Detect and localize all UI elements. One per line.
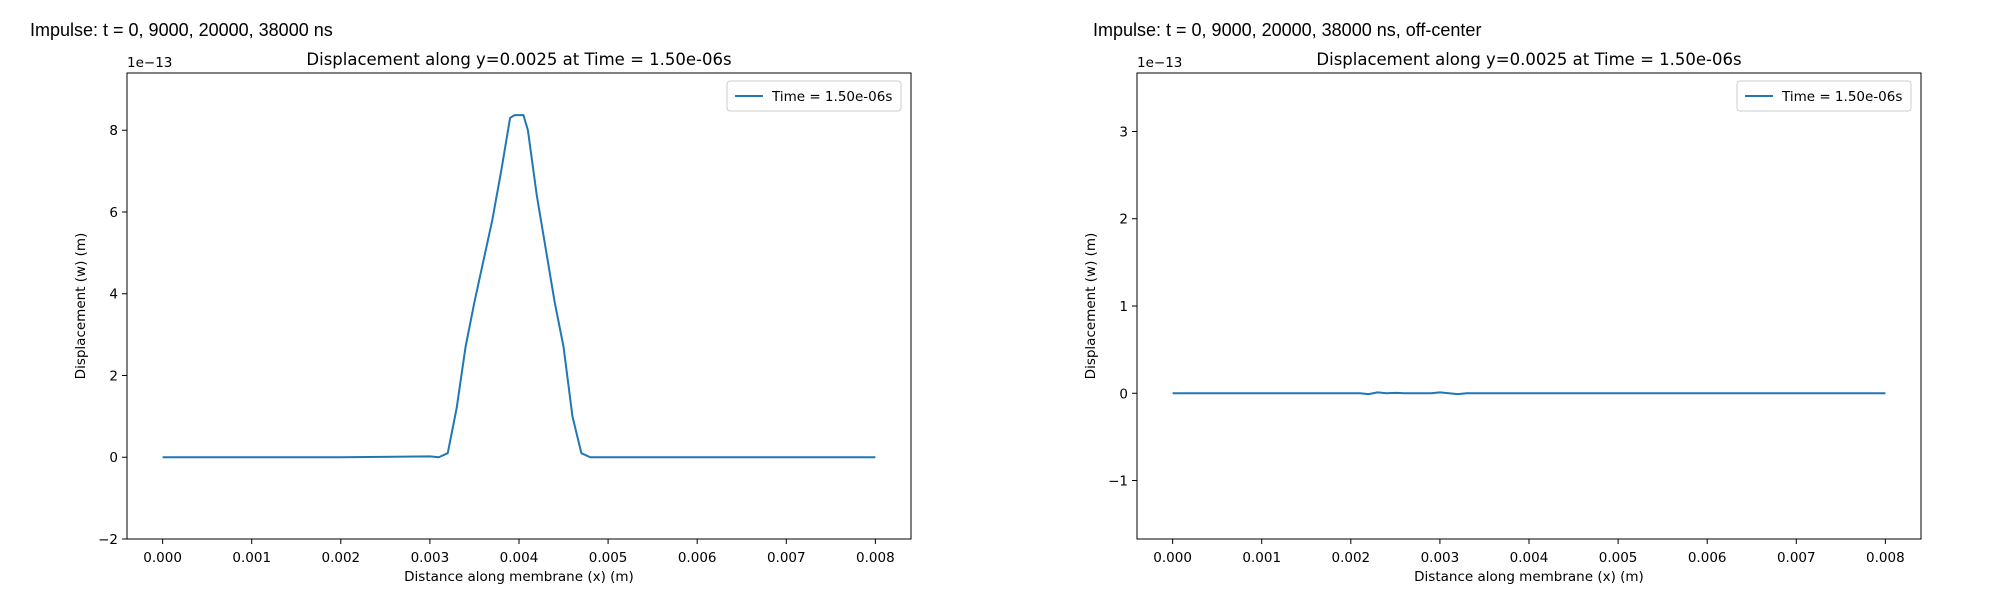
y-tick-label: 3	[1119, 124, 1128, 140]
x-tick-label: 0.002	[1331, 550, 1370, 566]
x-tick-label: 0.007	[1777, 550, 1816, 566]
x-tick-label: 0.004	[500, 550, 539, 566]
x-tick-label: 0.006	[1688, 550, 1727, 566]
chart-right: Displacement along y=0.0025 at Time = 1.…	[1083, 50, 1922, 585]
y-tick-label: −2	[98, 532, 118, 548]
y-tick-label: 0	[109, 450, 118, 466]
x-tick-label: 0.000	[143, 550, 182, 566]
y-tick-label: 0	[1119, 386, 1128, 402]
x-tick-label: 0.001	[232, 550, 271, 566]
figure-heading-right: Impulse: t = 0, 9000, 20000, 38000 ns, o…	[1093, 20, 1482, 40]
x-tick-label: 0.006	[678, 550, 717, 566]
x-tick-label: 0.008	[856, 550, 895, 566]
y-tick-label: 4	[109, 287, 118, 303]
x-tick-label: 0.000	[1153, 550, 1192, 566]
x-tick-label: 0.008	[1866, 550, 1905, 566]
y-tick-label: −1	[1108, 474, 1128, 490]
legend: Time = 1.50e-06s	[1736, 80, 1912, 112]
y-tick-label: 2	[1119, 212, 1128, 228]
y-tick-label: 1	[1119, 299, 1128, 315]
chart-left: Displacement along y=0.0025 at Time = 1.…	[73, 50, 912, 585]
axis-offset-text: 1e−13	[127, 55, 172, 71]
x-tick-label: 0.005	[589, 550, 628, 566]
x-axis-label: Distance along membrane (x) (m)	[1414, 569, 1644, 585]
x-tick-label: 0.005	[1599, 550, 1638, 566]
y-tick-label: 8	[109, 123, 118, 139]
legend-box	[1736, 80, 1912, 112]
axes-frame	[1136, 72, 1922, 540]
x-tick-label: 0.002	[321, 550, 360, 566]
legend-label: Time = 1.50e-06s	[771, 89, 892, 105]
axes-frame	[126, 72, 912, 540]
x-tick-label: 0.003	[1421, 550, 1460, 566]
series-line-0	[1172, 391, 1886, 396]
chart-title: Displacement along y=0.0025 at Time = 1.…	[306, 50, 731, 69]
x-axis-label: Distance along membrane (x) (m)	[404, 569, 634, 585]
series-line-0	[162, 114, 876, 459]
y-tick-label: 6	[109, 205, 118, 221]
legend-label: Time = 1.50e-06s	[1781, 89, 1902, 105]
y-axis-label: Displacement (w) (m)	[1083, 233, 1099, 380]
y-tick-label: 2	[109, 368, 118, 384]
chart-title: Displacement along y=0.0025 at Time = 1.…	[1316, 50, 1741, 69]
figure-heading-left: Impulse: t = 0, 9000, 20000, 38000 ns	[30, 20, 333, 40]
x-tick-label: 0.007	[767, 550, 806, 566]
x-tick-label: 0.004	[1510, 550, 1549, 566]
y-axis-label: Displacement (w) (m)	[73, 233, 89, 380]
x-tick-label: 0.001	[1242, 550, 1281, 566]
axis-offset-text: 1e−13	[1137, 55, 1182, 71]
legend: Time = 1.50e-06s	[726, 80, 902, 112]
legend-box	[726, 80, 902, 112]
x-tick-label: 0.003	[411, 550, 450, 566]
